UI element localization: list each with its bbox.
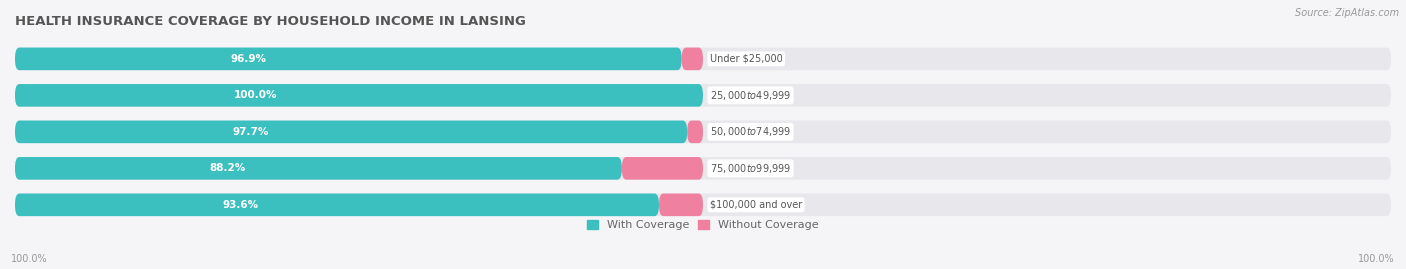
Text: $50,000 to $74,999: $50,000 to $74,999 — [710, 125, 792, 138]
Text: 96.9%: 96.9% — [231, 54, 266, 64]
FancyBboxPatch shape — [15, 121, 688, 143]
FancyBboxPatch shape — [659, 193, 703, 216]
FancyBboxPatch shape — [15, 193, 659, 216]
Text: $25,000 to $49,999: $25,000 to $49,999 — [710, 89, 792, 102]
Text: 88.2%: 88.2% — [209, 163, 246, 173]
FancyBboxPatch shape — [688, 121, 703, 143]
Legend: With Coverage, Without Coverage: With Coverage, Without Coverage — [582, 215, 824, 235]
FancyBboxPatch shape — [15, 84, 1391, 107]
Text: 11.8%: 11.8% — [717, 163, 754, 173]
FancyBboxPatch shape — [15, 157, 1391, 180]
Text: 100.0%: 100.0% — [1358, 254, 1395, 264]
FancyBboxPatch shape — [15, 84, 703, 107]
Text: 0.0%: 0.0% — [717, 90, 745, 100]
FancyBboxPatch shape — [15, 193, 1391, 216]
FancyBboxPatch shape — [15, 157, 621, 180]
Text: 93.6%: 93.6% — [222, 200, 259, 210]
FancyBboxPatch shape — [15, 48, 1391, 70]
FancyBboxPatch shape — [15, 121, 1391, 143]
Text: 6.4%: 6.4% — [717, 200, 747, 210]
Text: Source: ZipAtlas.com: Source: ZipAtlas.com — [1295, 8, 1399, 18]
Text: 100.0%: 100.0% — [11, 254, 48, 264]
FancyBboxPatch shape — [682, 48, 703, 70]
Text: $100,000 and over: $100,000 and over — [710, 200, 803, 210]
Text: 100.0%: 100.0% — [233, 90, 277, 100]
Text: $75,000 to $99,999: $75,000 to $99,999 — [710, 162, 792, 175]
Text: 97.7%: 97.7% — [232, 127, 269, 137]
Text: 2.3%: 2.3% — [717, 127, 745, 137]
FancyBboxPatch shape — [621, 157, 703, 180]
Text: 3.1%: 3.1% — [717, 54, 745, 64]
Text: HEALTH INSURANCE COVERAGE BY HOUSEHOLD INCOME IN LANSING: HEALTH INSURANCE COVERAGE BY HOUSEHOLD I… — [15, 15, 526, 28]
Text: Under $25,000: Under $25,000 — [710, 54, 783, 64]
FancyBboxPatch shape — [15, 48, 682, 70]
